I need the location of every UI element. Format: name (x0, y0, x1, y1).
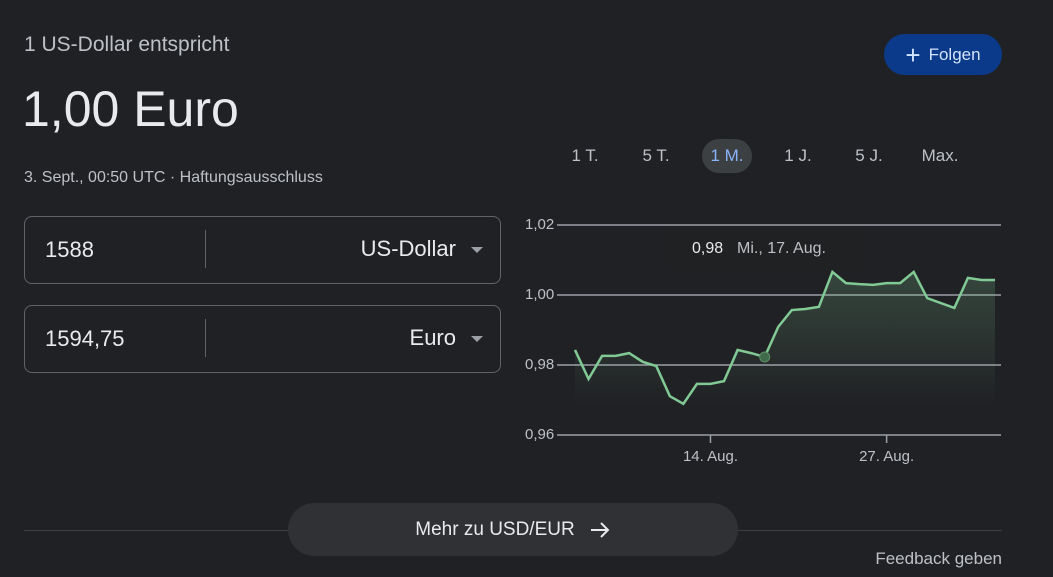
range-button[interactable]: 5 J. (855, 146, 883, 165)
y-tick-label: 0,98 (525, 356, 554, 373)
range-button[interactable]: 1 T. (571, 146, 599, 165)
tooltip-date: Mi., 17. Aug. (737, 240, 826, 257)
separator: · (169, 169, 176, 186)
range-button[interactable]: 5 T. (642, 146, 670, 165)
plus-icon: + (905, 39, 921, 70)
range-button[interactable]: Max. (921, 146, 959, 165)
y-tick-label: 1,00 (525, 286, 554, 303)
tooltip-value: 0,98 (692, 240, 723, 257)
timestamp-row: 3. Sept., 00:50 UTC · Haftungsausschluss (24, 169, 323, 187)
more-label: Mehr zu USD/EUR (415, 518, 575, 540)
amount[interactable]: 1588 (45, 237, 94, 262)
highlight-point (759, 351, 771, 363)
divider (205, 319, 206, 357)
x-tick-label: 14. Aug. (683, 448, 738, 465)
dropdown-arrow (471, 247, 483, 259)
subtitle: 1 US-Dollar entspricht (24, 33, 230, 56)
x-tick-label: 27. Aug. (859, 448, 914, 465)
result: 1,00 Euro (22, 81, 239, 137)
amount-box[interactable]: 1594,75 Euro (24, 305, 501, 373)
divider (205, 230, 206, 268)
line (573, 269, 995, 406)
amount-box[interactable]: 1588 US-Dollar (24, 216, 501, 284)
amount[interactable]: 1594,75 (45, 326, 125, 351)
disclaimer[interactable]: Haftungsausschluss (179, 169, 323, 186)
feedback-link[interactable]: Feedback geben (875, 549, 1002, 568)
follow-button[interactable]: + Folgen (884, 34, 1002, 75)
range-button[interactable]: 1 J. (784, 146, 812, 165)
currency[interactable]: US-Dollar (360, 236, 456, 261)
follow-label: Folgen (928, 44, 981, 64)
tooltip (665, 228, 865, 270)
y-tick-label: 1,02 (525, 216, 554, 233)
range-button[interactable]: 1 M. (702, 139, 752, 173)
more-button[interactable]: Mehr zu USD/EUR (288, 503, 738, 556)
arrow-icon (590, 521, 610, 538)
area (575, 271, 995, 405)
y-tick-label: 0,96 (525, 426, 554, 443)
dropdown-arrow (471, 336, 483, 348)
timestamp: 3. Sept., 00:50 UTC (24, 169, 166, 186)
currency[interactable]: Euro (409, 325, 456, 350)
